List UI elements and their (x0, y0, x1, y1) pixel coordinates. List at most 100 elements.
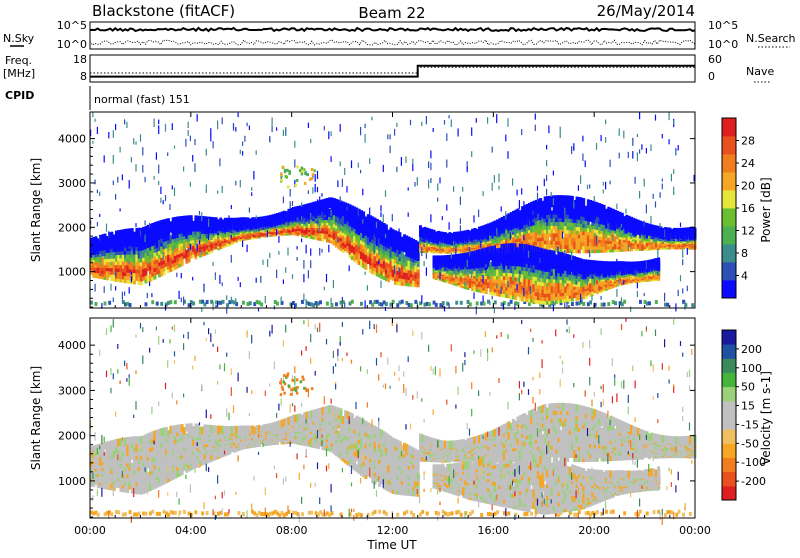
heat-speck (637, 291, 638, 297)
heat-speck (439, 178, 440, 184)
heat-speck (412, 159, 413, 164)
heat-speck (616, 259, 617, 268)
heat-cell (410, 303, 413, 307)
heat-speck (135, 223, 136, 227)
heat-speck (369, 208, 370, 216)
heat-speck (219, 158, 220, 166)
heat-speck (442, 216, 443, 220)
heat-speck (251, 192, 252, 196)
heat-speck (548, 272, 549, 275)
heat-speck (113, 181, 114, 186)
heat-speck (283, 197, 284, 204)
heat-speck (439, 242, 440, 250)
heat-speck (165, 195, 166, 201)
heat-speck (437, 183, 438, 191)
heat-speck (362, 189, 363, 196)
heat-speck (594, 196, 595, 201)
heat-speck (625, 209, 626, 214)
heat-speck (503, 303, 504, 309)
heat-cell (242, 301, 245, 305)
heat-speck (560, 132, 561, 138)
heat-speck (449, 115, 450, 118)
heat-speck (251, 187, 252, 191)
heat-speck (321, 193, 322, 196)
heat-speck (124, 119, 125, 124)
heat-speck (278, 236, 279, 243)
heat-speck (385, 190, 386, 197)
heat-speck (596, 143, 597, 150)
heat-speck (535, 125, 536, 131)
heat-speck (321, 249, 322, 253)
heat-speck (428, 161, 429, 168)
heat-speck (319, 248, 320, 256)
heat-cell (469, 302, 472, 306)
heat-speck (544, 179, 545, 186)
heat-speck (104, 155, 105, 162)
heat-speck (401, 157, 402, 166)
heat-speck (605, 182, 606, 190)
heat-speck (641, 144, 642, 149)
heat-speck (455, 246, 456, 250)
heat-speck (521, 188, 522, 194)
heat-speck (426, 253, 427, 259)
heat-speck (546, 175, 547, 181)
heat-speck (115, 194, 116, 200)
heat-speck (573, 143, 574, 149)
heat-cell (169, 300, 172, 304)
heat-speck (507, 151, 508, 159)
heat-speck (106, 224, 107, 232)
heat-speck (199, 240, 200, 244)
nsky-line (90, 28, 695, 31)
heat-speck (501, 206, 502, 211)
noise-panel-frame (90, 22, 695, 49)
heat-speck (637, 152, 638, 161)
heat-speck (605, 120, 606, 125)
heat-speck (131, 157, 132, 162)
heat-speck (308, 190, 309, 194)
heat-speck (623, 229, 624, 235)
heat-cell (483, 302, 486, 306)
heat-speck (421, 295, 422, 304)
heat-speck (410, 120, 411, 125)
heat-speck (115, 286, 116, 290)
heat-cell (145, 302, 148, 306)
heat-speck (242, 151, 243, 156)
heat-speck (129, 246, 130, 249)
heat-speck (235, 127, 236, 132)
heat-speck (240, 180, 241, 187)
heat-speck (453, 186, 454, 192)
heat-speck (523, 201, 524, 210)
heat-speck (501, 287, 502, 295)
heat-speck (163, 252, 164, 260)
heat-speck (428, 180, 429, 189)
heat-cell (104, 302, 107, 306)
heat-speck (351, 160, 352, 168)
heat-speck (635, 230, 636, 236)
heat-speck (365, 134, 366, 143)
heat-speck (340, 161, 341, 166)
heat-speck (623, 131, 624, 139)
heat-speck (126, 122, 127, 128)
heat-cell (360, 302, 363, 306)
heat-speck (528, 251, 529, 258)
heat-speck (551, 192, 552, 197)
heat-speck (494, 175, 495, 183)
heat-speck (637, 283, 638, 289)
heat-speck (367, 285, 368, 290)
heat-speck (632, 138, 633, 146)
heat-speck (571, 251, 572, 260)
heat-speck (197, 244, 198, 252)
heat-speck (582, 154, 583, 161)
nsearch-label: N.Search (746, 32, 796, 45)
heat-speck (378, 260, 379, 264)
heat-speck (149, 223, 150, 228)
heat-speck (283, 280, 284, 284)
heat-speck (122, 292, 123, 300)
heat-cell (319, 300, 322, 304)
heat-speck (247, 245, 248, 253)
nave-line (90, 67, 695, 73)
heat-speck (242, 142, 243, 146)
heat-speck (238, 113, 239, 117)
heat-speck (628, 245, 629, 251)
heat-speck (231, 205, 232, 209)
